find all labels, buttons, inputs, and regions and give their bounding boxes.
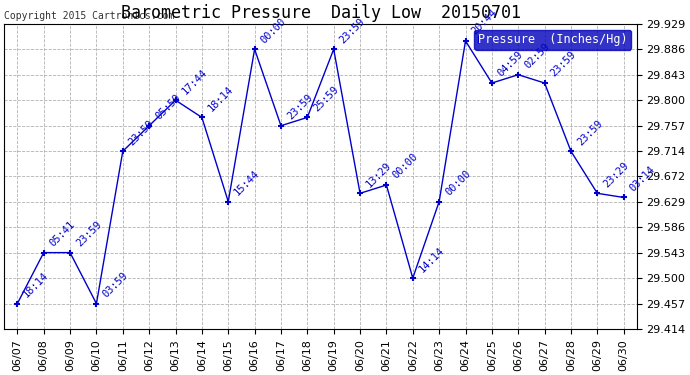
Text: 23:59: 23:59 <box>127 118 156 147</box>
Text: 23:59: 23:59 <box>575 118 604 147</box>
Text: 00:00: 00:00 <box>443 168 473 198</box>
Text: 18:14: 18:14 <box>206 84 235 113</box>
Text: 23:29: 23:29 <box>602 160 631 189</box>
Text: 00:00: 00:00 <box>259 16 288 45</box>
Text: 23:59: 23:59 <box>549 50 578 79</box>
Text: 15:44: 15:44 <box>233 168 262 198</box>
Text: 23:59: 23:59 <box>75 219 104 249</box>
Text: 17:44: 17:44 <box>179 67 209 96</box>
Text: 18:14: 18:14 <box>21 270 50 300</box>
Text: 03:14: 03:14 <box>628 164 657 193</box>
Text: 23:59: 23:59 <box>338 16 367 45</box>
Text: 25:59: 25:59 <box>311 84 341 113</box>
Text: 23:59: 23:59 <box>285 92 315 122</box>
Text: 00:00: 00:00 <box>391 152 420 181</box>
Text: 13:29: 13:29 <box>364 160 393 189</box>
Text: 03:59: 03:59 <box>101 270 130 300</box>
Title: Barometric Pressure  Daily Low  20150701: Barometric Pressure Daily Low 20150701 <box>121 4 520 22</box>
Text: 05:59: 05:59 <box>153 92 182 122</box>
Text: Copyright 2015 Cartronics.com: Copyright 2015 Cartronics.com <box>4 10 175 21</box>
Text: 04:59: 04:59 <box>496 50 525 79</box>
Text: 20:44: 20:44 <box>470 8 499 37</box>
Text: 14:14: 14:14 <box>417 245 446 274</box>
Text: 02:59: 02:59 <box>522 41 551 70</box>
Text: 05:41: 05:41 <box>48 219 77 249</box>
Legend: Pressure  (Inches/Hg): Pressure (Inches/Hg) <box>474 30 631 50</box>
